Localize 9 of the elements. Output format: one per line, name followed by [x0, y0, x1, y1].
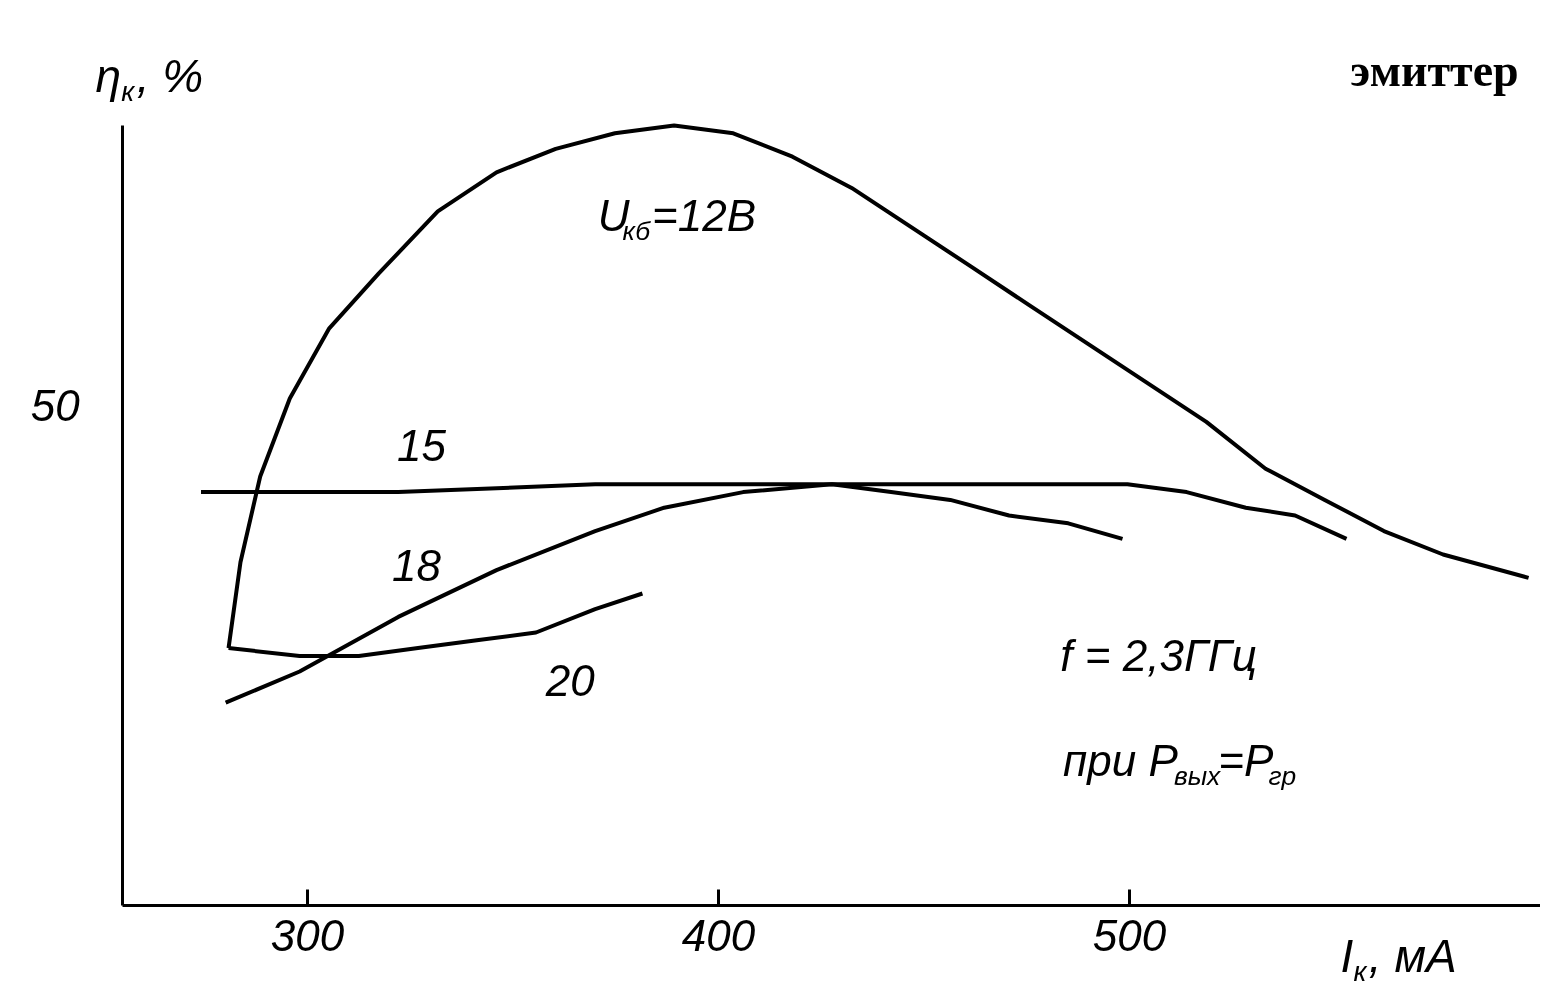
text: 50 — [30, 381, 81, 430]
x-tick-label: 300 — [270, 910, 345, 960]
x-tick-label: 400 — [681, 910, 756, 960]
annotation: 15 — [397, 421, 447, 470]
x-tick-label: 500 — [1092, 910, 1167, 960]
chart-title: эмиттер — [1350, 45, 1519, 96]
annotation: 18 — [392, 541, 442, 590]
annotation: f = 2,3ГГц — [1060, 631, 1257, 680]
annotation: 20 — [544, 656, 596, 705]
